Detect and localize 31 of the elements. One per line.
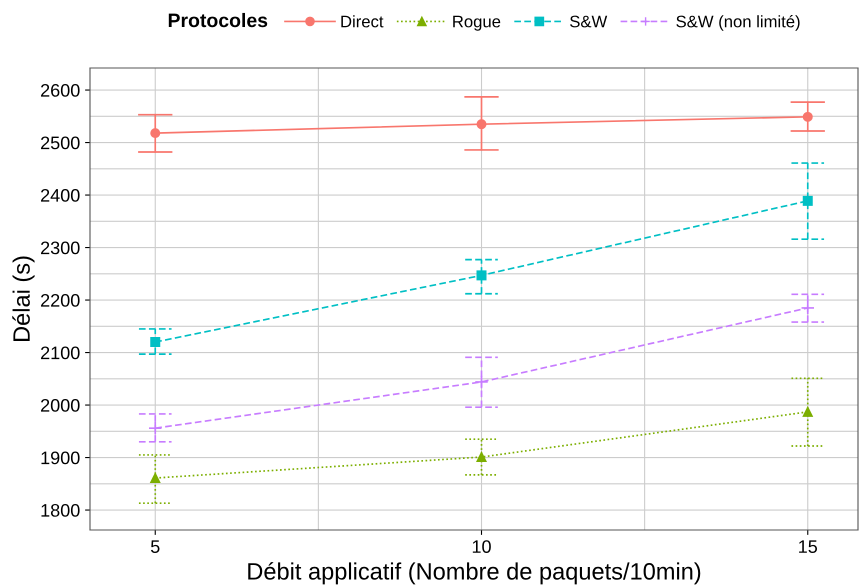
y-tick-label: 2200 (41, 294, 80, 307)
y-tick-label: 2300 (41, 241, 80, 254)
point (802, 112, 813, 122)
legend-label: S&W (570, 16, 608, 28)
x-axis-title: Débit applicatif (Nombre de paquets/10min) (248, 562, 700, 584)
y-tick-label: 1800 (41, 504, 80, 517)
point (476, 270, 487, 280)
y-tick-label: 1900 (41, 451, 80, 464)
x-tick-label: 15 (799, 540, 818, 553)
point (802, 196, 813, 206)
y-tick-label: 2100 (41, 346, 80, 360)
legend-label: S&W (non limité) (676, 14, 800, 31)
legend-title: Protocoles (168, 12, 268, 28)
y-tick-label: 2000 (41, 398, 80, 412)
point (150, 337, 160, 348)
point (476, 452, 487, 462)
point (150, 473, 160, 484)
point (800, 300, 815, 316)
legend-label: Rogue (453, 16, 500, 31)
y-axis-title: Délai (s) (12, 256, 35, 342)
point (802, 406, 813, 417)
x-tick-label: 10 (472, 540, 491, 553)
x-tick-label: 5 (150, 540, 160, 553)
point (150, 128, 160, 138)
point (148, 421, 162, 436)
y-tick-label: 2600 (41, 84, 80, 97)
point (476, 119, 487, 130)
y-tick-label: 2400 (41, 188, 80, 202)
point (474, 374, 489, 390)
y-tick-label: 2500 (41, 136, 80, 150)
legend-label: Direct (341, 15, 384, 28)
